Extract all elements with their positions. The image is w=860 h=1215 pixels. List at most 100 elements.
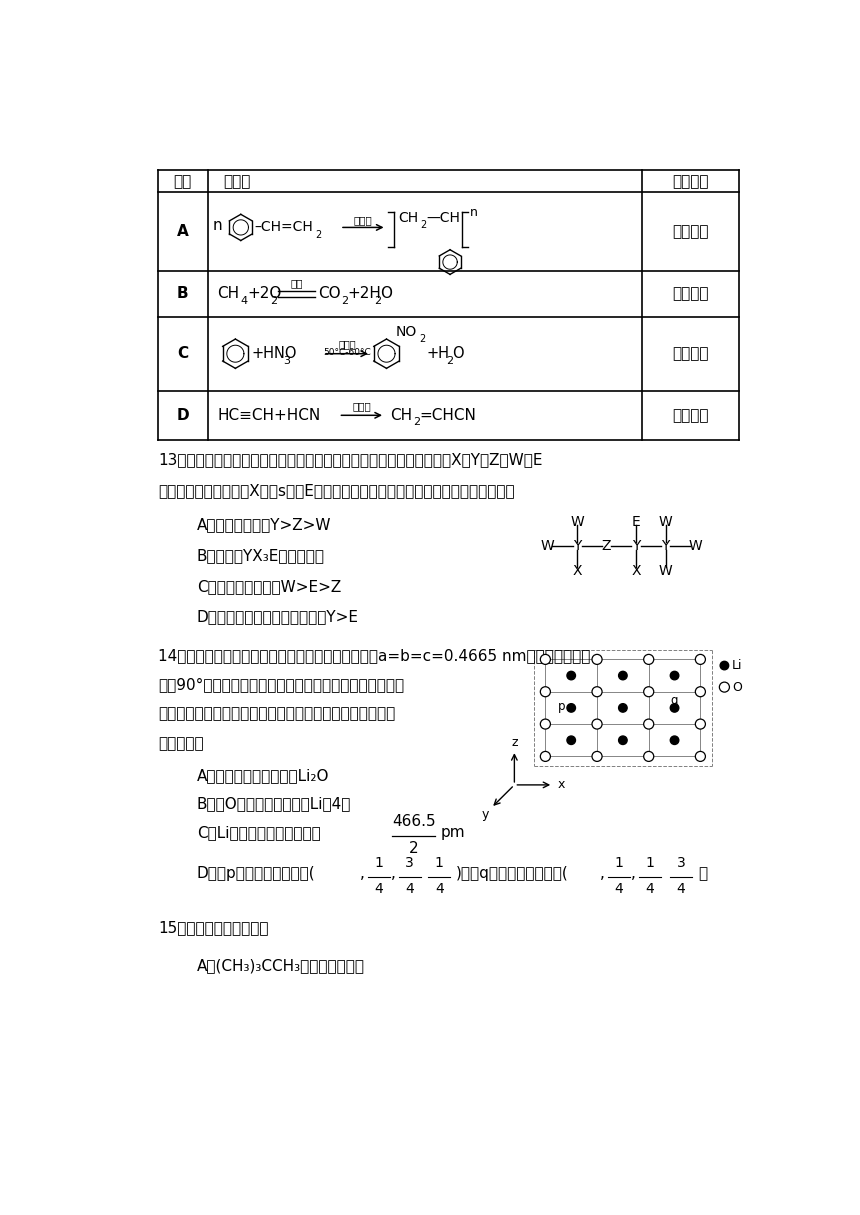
Text: 466.5: 466.5: [392, 814, 435, 830]
Text: W: W: [688, 539, 702, 553]
Circle shape: [567, 736, 575, 745]
Text: ,: ,: [600, 866, 605, 881]
Text: 2: 2: [316, 230, 322, 241]
Circle shape: [696, 655, 705, 665]
Text: W: W: [541, 539, 555, 553]
Text: B．与O距离最近且相等的Li有4个: B．与O距离最近且相等的Li有4个: [197, 797, 351, 812]
Text: 4: 4: [374, 882, 383, 895]
Text: NO: NO: [396, 326, 417, 339]
Text: 4: 4: [646, 882, 654, 895]
Text: Li: Li: [732, 659, 743, 672]
Circle shape: [643, 655, 654, 665]
Text: 4: 4: [405, 882, 415, 895]
Circle shape: [719, 682, 729, 693]
Circle shape: [592, 719, 602, 729]
Circle shape: [567, 703, 575, 712]
Text: 13．一种由短周期主族元素组成的麻醉剂的分子结构式如图所示。元素X、Y、Z、W、E: 13．一种由短周期主族元素组成的麻醉剂的分子结构式如图所示。元素X、Y、Z、W、…: [158, 452, 543, 468]
Text: Y: Y: [632, 539, 640, 553]
Text: ,: ,: [631, 866, 636, 881]
Text: A: A: [177, 224, 188, 239]
Text: pm: pm: [440, 825, 465, 840]
Text: 置换反应: 置换反应: [672, 346, 709, 361]
Circle shape: [618, 703, 627, 712]
Circle shape: [643, 686, 654, 696]
Circle shape: [643, 719, 654, 729]
Circle shape: [720, 661, 728, 669]
Text: 3: 3: [677, 857, 685, 870]
Text: 50°C-60°C: 50°C-60°C: [323, 347, 371, 357]
Circle shape: [670, 672, 679, 680]
Circle shape: [592, 751, 602, 762]
Text: 加聚反应: 加聚反应: [672, 224, 709, 239]
Circle shape: [670, 736, 679, 745]
Text: HC≡CH+HCN: HC≡CH+HCN: [218, 408, 321, 423]
Text: 1: 1: [374, 857, 384, 870]
Text: y: y: [482, 808, 488, 820]
Text: n: n: [470, 205, 477, 219]
Text: 3: 3: [405, 857, 415, 870]
Circle shape: [592, 686, 602, 696]
Text: 4: 4: [241, 295, 248, 305]
Text: 不正确的是: 不正确的是: [158, 736, 204, 751]
Text: 3: 3: [284, 356, 291, 366]
Text: B: B: [177, 287, 188, 301]
Circle shape: [592, 655, 602, 665]
Text: X: X: [573, 564, 582, 578]
Text: x: x: [557, 779, 564, 791]
Text: 1: 1: [435, 857, 444, 870]
Circle shape: [696, 719, 705, 729]
Text: p: p: [558, 700, 566, 713]
Text: +2H: +2H: [347, 287, 381, 301]
Text: +HNO: +HNO: [252, 346, 298, 361]
Text: 2: 2: [374, 295, 381, 305]
Text: 点燃: 点燃: [291, 278, 303, 288]
Text: O: O: [380, 287, 392, 301]
Text: 的原子序数依次增大，X位于s区，E与其他四种元素不在同一周期。下列说法正确的是: 的原子序数依次增大，X位于s区，E与其他四种元素不在同一周期。下列说法正确的是: [158, 484, 514, 498]
Text: X: X: [631, 564, 641, 578]
Text: Y: Y: [661, 539, 670, 553]
Text: O: O: [452, 346, 464, 361]
Text: CH: CH: [218, 287, 240, 301]
Text: 1: 1: [646, 857, 654, 870]
Text: ,: ,: [360, 866, 365, 881]
Text: 均为90°）。以晶胞参数为单位长度建立的坐标系可以表示: 均为90°）。以晶胞参数为单位长度建立的坐标系可以表示: [158, 677, 404, 693]
Text: 2: 2: [341, 295, 348, 305]
Text: C: C: [177, 346, 188, 361]
Text: 14．一种锂的氧化物的晶胞结构如图所示（晶胞参数a=b=c=0.4665 nm，晶胞棱边夹角: 14．一种锂的氧化物的晶胞结构如图所示（晶胞参数a=b=c=0.4665 nm，…: [158, 648, 590, 663]
Text: 催化剂: 催化剂: [353, 401, 371, 411]
Text: –CH=CH: –CH=CH: [255, 220, 314, 234]
Text: 加成反应: 加成反应: [672, 408, 709, 423]
Text: D．若p原子的分数坐标为(: D．若p原子的分数坐标为(: [197, 866, 316, 881]
Text: 2: 2: [408, 841, 419, 855]
Text: 1: 1: [615, 857, 624, 870]
Text: )，则q原子的分数坐标为(: )，则q原子的分数坐标为(: [457, 866, 569, 881]
Text: 2: 2: [419, 334, 426, 344]
Circle shape: [567, 672, 575, 680]
Text: ,: ,: [391, 866, 396, 881]
Text: +2O: +2O: [247, 287, 281, 301]
Text: D．简单气态氢化物的稳定性：Y>E: D．简单气态氢化物的稳定性：Y>E: [197, 610, 359, 625]
Text: 方程式: 方程式: [224, 174, 251, 188]
Text: D: D: [176, 408, 189, 423]
Text: =CHCN: =CHCN: [420, 408, 476, 423]
Circle shape: [540, 655, 550, 665]
Text: 晶胞中各原子的位置，称作原子的分数坐标。下列有关说法: 晶胞中各原子的位置，称作原子的分数坐标。下列有关说法: [158, 707, 395, 722]
Circle shape: [618, 672, 627, 680]
Text: B．化合物YX₃E是极性分子: B．化合物YX₃E是极性分子: [197, 548, 324, 563]
Text: 2: 2: [446, 356, 453, 366]
Circle shape: [540, 719, 550, 729]
Text: 4: 4: [435, 882, 444, 895]
Circle shape: [540, 751, 550, 762]
Text: n: n: [212, 217, 223, 232]
Text: 选项: 选项: [174, 174, 192, 188]
Text: 浓硫酸: 浓硫酸: [338, 339, 356, 349]
Text: z: z: [511, 736, 518, 750]
Circle shape: [670, 703, 679, 712]
Text: 催化剂: 催化剂: [353, 215, 372, 225]
Text: 4: 4: [615, 882, 624, 895]
Text: W: W: [659, 515, 673, 529]
Text: —CH: —CH: [427, 211, 461, 225]
Text: +H: +H: [427, 346, 450, 361]
Text: A．(CH₃)₃CCH₃由炔烃加成得到: A．(CH₃)₃CCH₃由炔烃加成得到: [197, 959, 365, 973]
Text: A．该氧化物的化学式为Li₂O: A．该氧化物的化学式为Li₂O: [197, 768, 329, 784]
